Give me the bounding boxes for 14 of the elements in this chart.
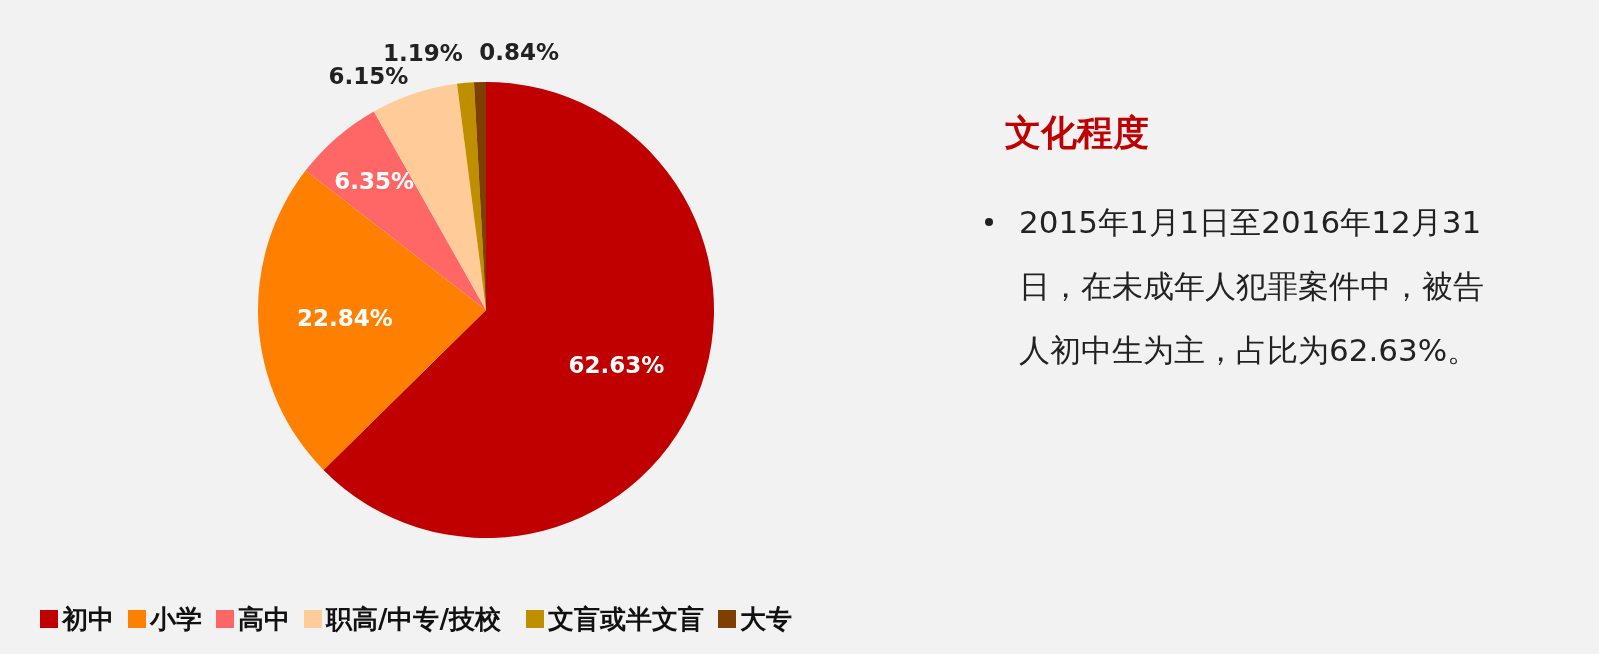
legend-label: 大专 (740, 604, 792, 634)
legend-label: 小学 (149, 604, 202, 634)
legend-label: 高中 (238, 604, 290, 634)
legend-label: 文盲或半文盲 (548, 604, 704, 634)
data-label: 62.63% (568, 351, 665, 378)
legend-label: 职高/中专/技校 (325, 604, 502, 634)
pie-slice (258, 170, 486, 470)
pie-slice (305, 111, 486, 310)
text: 文化程度 (1005, 112, 1149, 153)
data-label: 22.84% (296, 305, 393, 332)
legend-label: 初中 (61, 604, 114, 634)
data-label: 0.84% (479, 39, 559, 66)
data-label: 6.35% (334, 167, 414, 194)
text: 2015年1月1日至2016年12月31日，在未成年人犯罪案件中，被告人初中生为主，占比为62.63%。 (1019, 203, 1485, 370)
